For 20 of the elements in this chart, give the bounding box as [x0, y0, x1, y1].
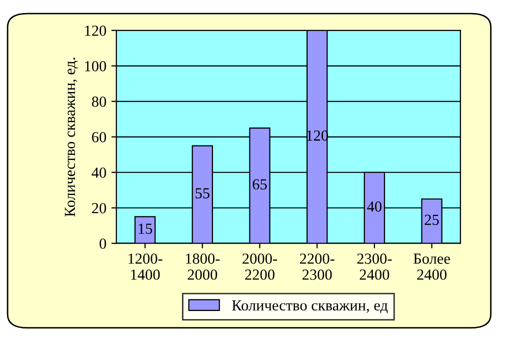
- data-label: 25: [424, 214, 439, 226]
- y-tick-label: 60: [92, 132, 106, 142]
- y-tick-label: 100: [85, 61, 106, 72]
- data-label: 55: [196, 188, 210, 198]
- data-label: 40: [367, 201, 382, 212]
- x-tick-label: 2300- 2400: [357, 254, 392, 280]
- y-axis-title: Количество скважин, ед.: [64, 58, 78, 217]
- legend-label: Количество скважин, ед: [232, 300, 388, 314]
- y-tick-label: 80: [92, 96, 106, 107]
- y-tick-label: 120: [85, 26, 106, 36]
- y-tick-label: 0: [100, 238, 106, 249]
- y-tick-label: 20: [92, 203, 106, 214]
- data-label: 15: [138, 224, 152, 234]
- x-tick-label: 2000- 2200: [242, 254, 278, 280]
- x-tick-label: 1200- 1400: [128, 254, 162, 280]
- x-tick-label: 1800- 2000: [186, 254, 220, 280]
- y-tick-label: 40: [92, 168, 106, 178]
- x-tick-label: 2200- 2300: [300, 254, 334, 280]
- data-label: 65: [252, 179, 267, 190]
- x-tick-label: Более 2400: [414, 254, 450, 280]
